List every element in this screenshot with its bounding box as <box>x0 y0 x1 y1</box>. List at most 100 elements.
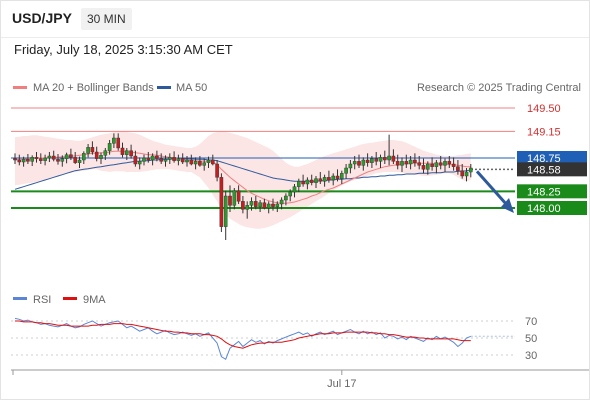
candle-body <box>408 159 413 165</box>
candle-body <box>176 158 181 161</box>
candle <box>64 152 69 164</box>
candle <box>370 156 374 168</box>
candle <box>249 197 254 211</box>
bollinger-band-area <box>15 131 471 229</box>
timeframe-badge[interactable]: 30 MIN <box>81 8 132 30</box>
candle <box>90 141 95 155</box>
candle-body <box>129 150 133 157</box>
candle-body <box>279 199 284 205</box>
candle <box>314 176 318 188</box>
candle <box>258 200 262 212</box>
candle-body <box>17 159 22 163</box>
candle <box>43 154 47 166</box>
ma9-legend-swatch <box>63 297 77 300</box>
candle-body <box>142 157 146 162</box>
forecast-arrow-shaft <box>475 170 509 206</box>
level-148-00-label: 148.00 <box>527 203 561 215</box>
candle <box>69 148 73 160</box>
candle-body <box>469 167 473 173</box>
candle <box>266 201 271 214</box>
candle <box>21 156 26 167</box>
candle-body <box>365 159 370 163</box>
candle <box>86 144 90 158</box>
candle <box>456 160 460 175</box>
candle <box>193 157 198 170</box>
candle <box>253 196 258 210</box>
candle <box>172 151 176 163</box>
candle-body <box>86 147 90 154</box>
candle <box>357 154 361 168</box>
candle-body <box>413 159 417 163</box>
candle-body <box>103 150 108 156</box>
candle-body <box>146 157 151 161</box>
candle-body <box>26 159 30 162</box>
candle-body <box>417 162 422 166</box>
candle-body <box>193 161 198 165</box>
candle-body <box>451 163 456 167</box>
candle-body <box>434 162 439 167</box>
forecast-arrow-head <box>501 198 514 213</box>
candle <box>331 173 336 186</box>
candle-body <box>43 157 47 161</box>
candle-body <box>322 177 327 182</box>
credit-text: Research © 2025 Trading Central <box>417 82 581 94</box>
candle-body <box>426 163 430 170</box>
candle-body <box>47 155 52 159</box>
candle <box>13 153 17 164</box>
candle <box>395 154 400 170</box>
candle-body <box>90 147 95 153</box>
candle-body <box>383 157 387 161</box>
candle <box>189 154 194 166</box>
level-148-58-label: 148.58 <box>527 164 561 176</box>
candle <box>421 158 426 174</box>
candle <box>400 157 404 172</box>
candle-body <box>271 203 275 207</box>
candle-body <box>352 161 357 165</box>
candle-body <box>150 155 155 161</box>
candle <box>279 197 284 210</box>
candle-body <box>249 201 254 206</box>
candle-body <box>73 157 77 163</box>
candle-body <box>370 158 374 163</box>
candle <box>129 144 133 159</box>
ma9-legend-label: 9MA <box>83 294 106 306</box>
candle-body <box>301 181 305 185</box>
candle-body <box>241 201 245 210</box>
candle-body <box>430 163 434 167</box>
candle <box>56 154 60 165</box>
candle <box>219 173 224 232</box>
candle <box>262 198 267 210</box>
candle-body <box>288 191 293 197</box>
candle-body <box>116 137 120 149</box>
candle-body <box>51 155 56 160</box>
candle <box>301 174 305 187</box>
candle <box>348 160 353 174</box>
candle-body <box>120 147 125 155</box>
candle-body <box>292 186 297 193</box>
rsi-legend-label: RSI <box>33 294 51 306</box>
candle-body <box>228 195 232 206</box>
candle-body <box>266 203 271 209</box>
candle-body <box>167 157 172 160</box>
candle <box>464 168 469 182</box>
candle <box>305 177 310 190</box>
candle-body <box>21 159 26 163</box>
candle-body <box>331 175 336 181</box>
candle <box>77 156 82 168</box>
candle <box>133 150 138 167</box>
candle <box>469 164 473 178</box>
candle-body <box>395 161 400 166</box>
candle-body <box>223 195 228 227</box>
candle <box>344 164 348 179</box>
candle <box>215 160 219 182</box>
candle <box>391 149 396 164</box>
level-148-75-label: 148.75 <box>527 153 561 165</box>
candle-body <box>206 159 211 163</box>
candle-body <box>404 161 409 165</box>
candle-body <box>56 159 60 162</box>
candle <box>30 155 35 166</box>
ma50-legend-swatch <box>157 86 171 89</box>
candle <box>275 201 280 212</box>
candle <box>112 133 116 148</box>
